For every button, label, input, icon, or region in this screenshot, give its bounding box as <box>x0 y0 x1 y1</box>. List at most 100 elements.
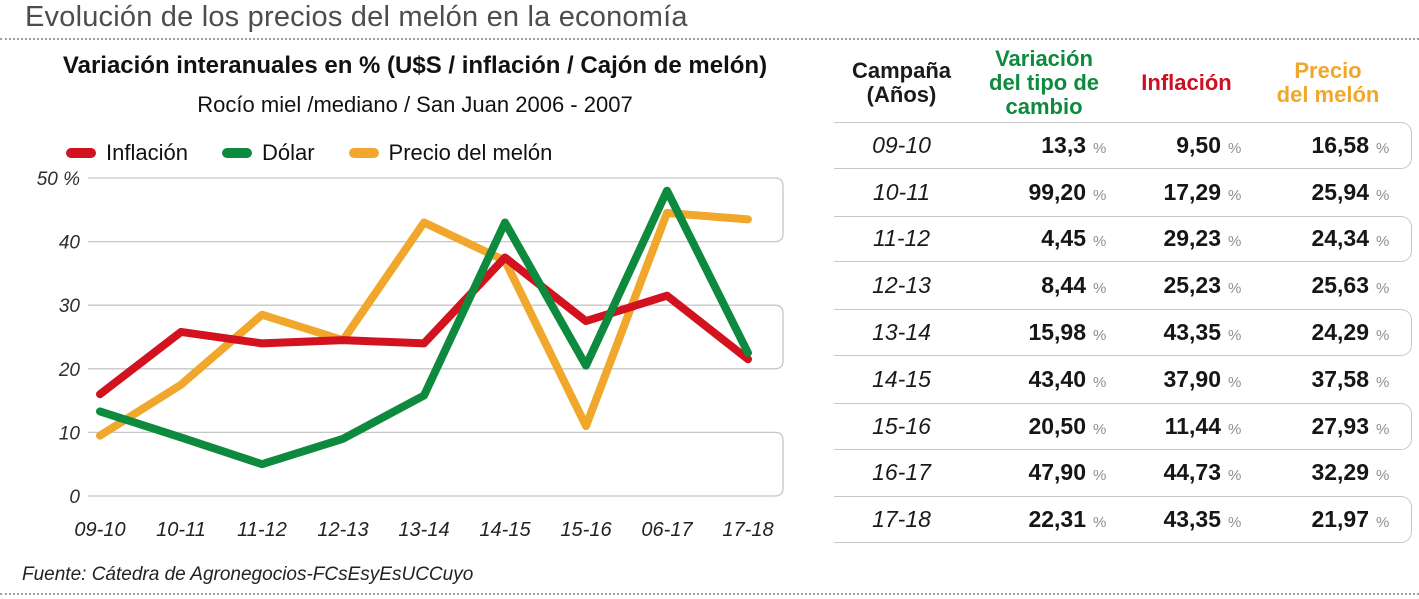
percent-unit: % <box>1093 373 1107 391</box>
percent-unit: % <box>1093 327 1107 345</box>
percent-unit: % <box>1376 186 1390 204</box>
percent-unit: % <box>1093 139 1107 157</box>
inflation-cell: 9,50% <box>1119 132 1254 159</box>
percent-unit: % <box>1228 327 1242 345</box>
chart-legend: Inflación Dólar Precio del melón <box>66 140 552 166</box>
line-chart: 50 % 40 30 20 10 0 09-10 10-11 11-12 12-13 13-14 14… <box>37 169 784 541</box>
percent-unit: % <box>1376 280 1390 298</box>
percent-unit: % <box>1228 467 1242 485</box>
value: 47,90 <box>1028 459 1086 486</box>
value: 24,29 <box>1311 319 1369 346</box>
chart-subtitle: Rocío miel /mediano / San Juan 2006 - 20… <box>197 92 633 117</box>
y-axis-tick: 40 <box>59 233 81 254</box>
percent-unit: % <box>1228 373 1242 391</box>
campaign-cell: 10-11 <box>872 178 931 205</box>
grid-band-1 <box>88 177 784 243</box>
table-header-row: Campaña (Años) Variación del tipo de camb… <box>834 44 1412 122</box>
y-axis-tick: 0 <box>69 487 80 508</box>
inflation-cell: 43,35% <box>1119 319 1254 346</box>
percent-unit: % <box>1093 514 1107 532</box>
legend-swatch-icon <box>66 148 96 158</box>
exchange-cell: 20,50% <box>969 413 1119 440</box>
percent-unit: % <box>1093 467 1107 485</box>
inflation-cell: 43,35% <box>1119 506 1254 533</box>
x-axis-tick: 15-16 <box>560 519 612 541</box>
value: 21,97 <box>1311 506 1369 533</box>
y-axis-tick: 20 <box>58 360 81 381</box>
percent-unit: % <box>1228 186 1242 204</box>
value: 43,40 <box>1028 365 1086 392</box>
table-row: 11-12 4,45% 29,23% 24,34% <box>834 215 1412 263</box>
value: 37,90 <box>1163 365 1221 392</box>
inflation-cell: 29,23% <box>1119 225 1254 252</box>
x-axis-tick: 14-15 <box>479 519 531 541</box>
value: 24,34 <box>1311 225 1369 252</box>
column-header-1: Campaña (Años) <box>851 57 952 107</box>
grid-band-2 <box>88 304 784 370</box>
exchange-cell: 99,20% <box>969 179 1119 206</box>
percent-unit: % <box>1228 233 1242 251</box>
column-header-2: Variación del tipo de cambio <box>989 45 1099 120</box>
value: 43,35 <box>1163 506 1221 533</box>
table-row: 10-11 99,20% 17,29% 25,94% <box>834 169 1412 216</box>
x-axis-tick: 12-13 <box>317 519 368 541</box>
column-header-4: Precio del melón <box>1276 57 1380 107</box>
grid-band-3 <box>88 431 784 497</box>
y-axis-tick: 50 % <box>37 169 80 190</box>
melon-cell: 32,29% <box>1254 459 1402 486</box>
x-axis-tick: 10-11 <box>156 519 206 541</box>
percent-unit: % <box>1093 186 1107 204</box>
percent-unit: % <box>1093 233 1107 251</box>
series-line-inflaci-n <box>96 253 752 399</box>
campaign-cell: 14-15 <box>872 365 931 392</box>
exchange-cell: 22,31% <box>969 506 1119 533</box>
campaign-cell: 15-16 <box>872 412 931 439</box>
value: 27,93 <box>1311 412 1369 439</box>
y-axis-tick: 10 <box>59 423 81 444</box>
melon-cell: 16,58% <box>1254 132 1402 159</box>
x-axis-tick: 09-10 <box>74 519 125 541</box>
melon-cell: 21,97% <box>1254 506 1402 533</box>
percent-unit: % <box>1228 420 1242 438</box>
percent-unit: % <box>1376 373 1390 391</box>
percent-unit: % <box>1376 420 1390 438</box>
table-row: 14-15 43,40% 37,90% 37,58% <box>834 356 1412 403</box>
value: 22,31 <box>1028 506 1086 533</box>
percent-unit: % <box>1228 139 1242 157</box>
x-axis-tick: 06-17 <box>641 519 693 541</box>
table-row: 17-18 22,31% 43,35% 21,97% <box>834 496 1412 544</box>
campaign-cell: 17-18 <box>872 506 931 533</box>
legend-item-2: Dólar <box>221 140 315 166</box>
campaign-cell: 09-10 <box>872 131 931 158</box>
percent-unit: % <box>1093 280 1107 298</box>
legend-label: Inflación <box>106 140 188 165</box>
value: 16,58 <box>1311 131 1369 158</box>
percent-unit: % <box>1376 327 1390 345</box>
legend-swatch-icon <box>221 148 252 158</box>
x-axis-tick: 11-12 <box>237 519 287 541</box>
x-axis-tick: 17-18 <box>722 519 773 541</box>
table-row: 12-13 8,44% 25,23% 25,63% <box>834 262 1412 309</box>
inflation-cell: 25,23% <box>1119 272 1254 299</box>
exchange-cell: 15,98% <box>969 319 1119 346</box>
page-title: Evolución de los precios del melón en la… <box>25 1 688 33</box>
series-line-d-lar <box>96 186 752 469</box>
series-line-precio-del-mel-n <box>96 208 752 440</box>
value: 15,98 <box>1028 319 1086 346</box>
x-axis-tick: 13-14 <box>398 519 449 541</box>
dotted-rule-bottom <box>0 593 1419 595</box>
value: 25,63 <box>1311 272 1369 299</box>
exchange-cell: 47,90% <box>969 459 1119 486</box>
legend-item-3: Precio del melón <box>348 140 553 166</box>
table-row: 13-14 15,98% 43,35% 24,29% <box>834 309 1412 356</box>
legend-label: Dólar <box>261 140 315 165</box>
legend-label: Precio del melón <box>388 140 553 165</box>
legend-item-1: Inflación <box>66 140 188 166</box>
percent-unit: % <box>1228 514 1242 532</box>
value: 44,73 <box>1163 459 1221 486</box>
value: 17,29 <box>1163 178 1221 205</box>
value: 37,58 <box>1311 365 1369 392</box>
chart-title: Variación interanuales en % (U$S / infla… <box>62 52 768 79</box>
melon-cell: 37,58% <box>1254 366 1402 393</box>
value: 32,29 <box>1311 459 1369 486</box>
